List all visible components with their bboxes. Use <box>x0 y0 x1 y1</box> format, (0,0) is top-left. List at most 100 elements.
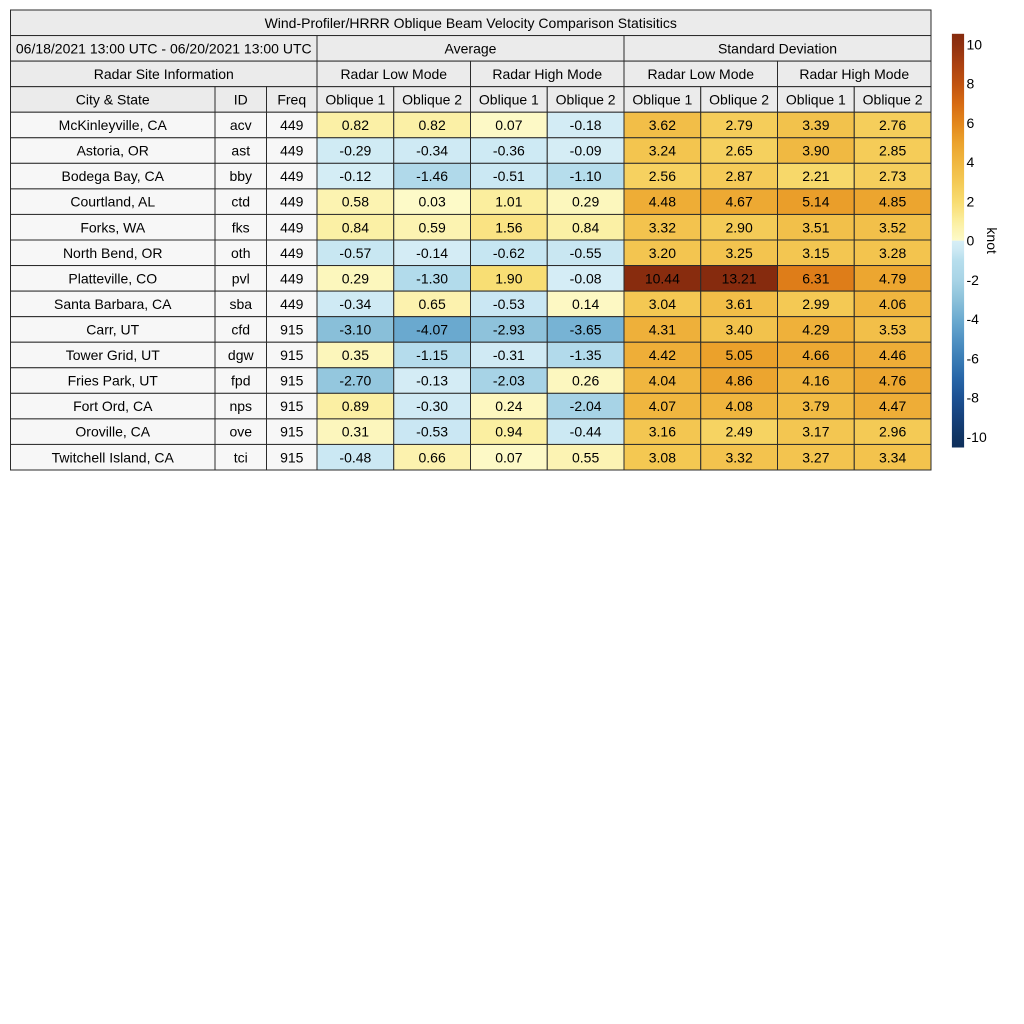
svg-text:1.90: 1.90 <box>495 270 522 286</box>
svg-text:5.05: 5.05 <box>725 347 752 363</box>
svg-text:0.29: 0.29 <box>342 270 369 286</box>
svg-text:0.84: 0.84 <box>342 219 369 235</box>
svg-text:0.31: 0.31 <box>342 424 369 440</box>
svg-text:-8: -8 <box>967 390 980 406</box>
svg-text:4.86: 4.86 <box>725 373 752 389</box>
svg-text:3.62: 3.62 <box>649 117 676 133</box>
svg-text:Bodega Bay, CA: Bodega Bay, CA <box>62 168 165 184</box>
svg-text:-0.57: -0.57 <box>339 245 371 261</box>
svg-text:1.01: 1.01 <box>495 194 522 210</box>
svg-text:4.66: 4.66 <box>802 347 829 363</box>
svg-text:915: 915 <box>280 398 304 414</box>
svg-text:Carr, UT: Carr, UT <box>86 321 139 337</box>
svg-text:3.39: 3.39 <box>802 117 829 133</box>
svg-text:0.07: 0.07 <box>495 449 522 465</box>
svg-text:4.07: 4.07 <box>649 398 676 414</box>
svg-text:915: 915 <box>280 347 304 363</box>
svg-text:3.08: 3.08 <box>649 449 676 465</box>
svg-text:-0.34: -0.34 <box>339 296 371 312</box>
svg-text:4.29: 4.29 <box>802 321 829 337</box>
svg-text:0.55: 0.55 <box>572 449 599 465</box>
svg-text:4.67: 4.67 <box>725 194 752 210</box>
svg-text:-0.36: -0.36 <box>493 143 525 159</box>
svg-text:915: 915 <box>280 373 304 389</box>
svg-text:-0.51: -0.51 <box>493 168 525 184</box>
svg-text:3.17: 3.17 <box>802 424 829 440</box>
svg-text:ove: ove <box>229 424 252 440</box>
svg-text:nps: nps <box>229 398 252 414</box>
svg-text:449: 449 <box>280 117 304 133</box>
svg-text:0.03: 0.03 <box>418 194 445 210</box>
svg-text:Radar Low Mode: Radar Low Mode <box>340 66 447 82</box>
svg-text:-0.13: -0.13 <box>416 373 448 389</box>
svg-text:Astoria, OR: Astoria, OR <box>77 143 149 159</box>
svg-text:-1.46: -1.46 <box>416 168 448 184</box>
svg-text:Courtland, AL: Courtland, AL <box>70 194 155 210</box>
svg-text:449: 449 <box>280 296 304 312</box>
svg-text:-0.53: -0.53 <box>493 296 525 312</box>
svg-text:oth: oth <box>231 245 250 261</box>
svg-text:0.29: 0.29 <box>572 194 599 210</box>
svg-text:-0.08: -0.08 <box>570 270 602 286</box>
svg-text:Tower Grid, UT: Tower Grid, UT <box>66 347 161 363</box>
svg-text:3.04: 3.04 <box>649 296 676 312</box>
svg-text:4.46: 4.46 <box>879 347 906 363</box>
svg-text:-2.03: -2.03 <box>493 373 525 389</box>
svg-text:4.47: 4.47 <box>879 398 906 414</box>
svg-text:fpd: fpd <box>231 373 250 389</box>
svg-text:4.42: 4.42 <box>649 347 676 363</box>
svg-text:06/18/2021 13:00 UTC - 06/20/2: 06/18/2021 13:00 UTC - 06/20/2021 13:00 … <box>16 40 312 56</box>
svg-text:-2.04: -2.04 <box>570 398 602 414</box>
svg-text:0.66: 0.66 <box>418 449 445 465</box>
svg-text:-6: -6 <box>967 350 980 366</box>
svg-text:0.35: 0.35 <box>342 347 369 363</box>
svg-text:2.79: 2.79 <box>725 117 752 133</box>
svg-text:6.31: 6.31 <box>802 270 829 286</box>
svg-text:3.16: 3.16 <box>649 424 676 440</box>
svg-text:3.32: 3.32 <box>725 449 752 465</box>
svg-text:North Bend, OR: North Bend, OR <box>63 245 163 261</box>
svg-text:449: 449 <box>280 143 304 159</box>
svg-text:0.94: 0.94 <box>495 424 522 440</box>
svg-text:Oblique 2: Oblique 2 <box>709 91 769 107</box>
svg-text:0.65: 0.65 <box>418 296 445 312</box>
svg-text:Oblique 1: Oblique 1 <box>325 91 385 107</box>
svg-text:Fort Ord, CA: Fort Ord, CA <box>73 398 153 414</box>
svg-text:3.34: 3.34 <box>879 449 906 465</box>
svg-text:-0.62: -0.62 <box>493 245 525 261</box>
svg-text:-0.55: -0.55 <box>570 245 602 261</box>
svg-text:449: 449 <box>280 219 304 235</box>
svg-text:dgw: dgw <box>228 347 255 363</box>
svg-text:-0.29: -0.29 <box>339 143 371 159</box>
svg-text:3.40: 3.40 <box>725 321 752 337</box>
svg-text:0.59: 0.59 <box>418 219 445 235</box>
svg-text:4.06: 4.06 <box>879 296 906 312</box>
svg-text:0.84: 0.84 <box>572 219 599 235</box>
svg-text:Forks, WA: Forks, WA <box>80 219 145 235</box>
svg-text:4.85: 4.85 <box>879 194 906 210</box>
svg-text:City & State: City & State <box>76 91 150 107</box>
svg-text:-0.31: -0.31 <box>493 347 525 363</box>
svg-text:2.21: 2.21 <box>802 168 829 184</box>
svg-text:0.89: 0.89 <box>342 398 369 414</box>
svg-text:3.79: 3.79 <box>802 398 829 414</box>
svg-text:Oblique 2: Oblique 2 <box>556 91 616 107</box>
svg-text:acv: acv <box>230 117 252 133</box>
svg-text:-2.93: -2.93 <box>493 321 525 337</box>
svg-text:Oblique 2: Oblique 2 <box>863 91 923 107</box>
svg-text:3.28: 3.28 <box>879 245 906 261</box>
svg-text:0: 0 <box>967 233 975 249</box>
svg-text:Twitchell Island, CA: Twitchell Island, CA <box>52 449 175 465</box>
svg-text:Radar High Mode: Radar High Mode <box>492 66 602 82</box>
svg-text:-0.34: -0.34 <box>416 143 448 159</box>
svg-text:0.58: 0.58 <box>342 194 369 210</box>
svg-text:Oblique 1: Oblique 1 <box>632 91 692 107</box>
svg-text:-4: -4 <box>967 311 980 327</box>
svg-text:2.73: 2.73 <box>879 168 906 184</box>
svg-text:2.87: 2.87 <box>725 168 752 184</box>
svg-text:915: 915 <box>280 424 304 440</box>
svg-text:3.53: 3.53 <box>879 321 906 337</box>
svg-text:4.76: 4.76 <box>879 373 906 389</box>
svg-text:3.25: 3.25 <box>725 245 752 261</box>
svg-text:2.96: 2.96 <box>879 424 906 440</box>
